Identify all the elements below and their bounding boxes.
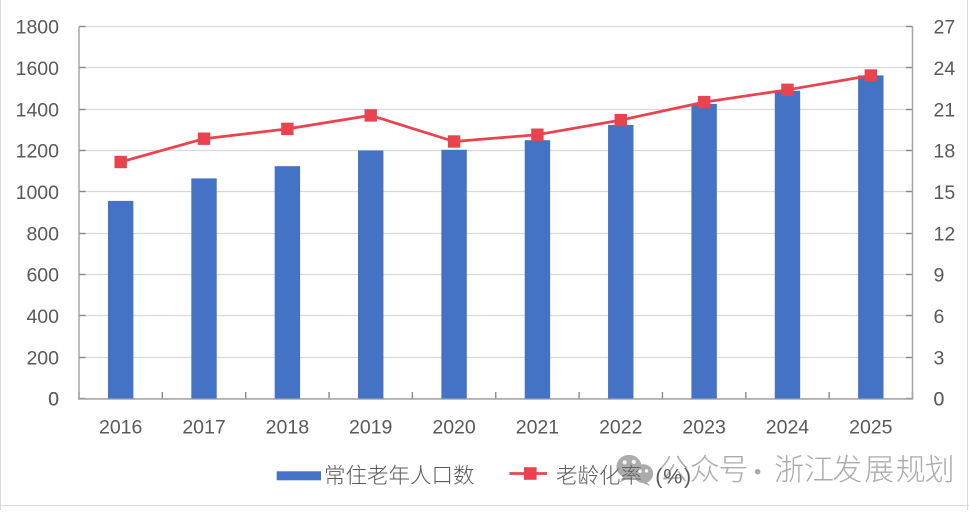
svg-text:0: 0 [934,389,945,411]
svg-text:12: 12 [934,223,956,245]
svg-text:21: 21 [934,99,956,121]
svg-text:2018: 2018 [266,417,309,439]
svg-text:浙江发展规划: 浙江发展规划 [774,445,954,489]
svg-text:1000: 1000 [16,182,60,204]
svg-text:9: 9 [934,265,945,287]
svg-text:2022: 2022 [599,417,642,439]
svg-text:3: 3 [934,347,945,369]
svg-text:2017: 2017 [182,417,225,439]
svg-text:2020: 2020 [432,417,476,439]
svg-text:(%): (%) [655,464,691,488]
svg-text:6: 6 [934,306,945,328]
svg-text:0: 0 [48,389,59,411]
svg-text:400: 400 [26,306,59,328]
svg-text:27: 27 [934,17,956,39]
svg-text:1400: 1400 [16,99,60,121]
svg-text:2019: 2019 [349,417,392,439]
svg-text:1600: 1600 [16,58,60,80]
svg-text:800: 800 [26,223,59,245]
svg-text:2016: 2016 [99,417,142,439]
svg-text:18: 18 [934,141,956,163]
svg-text:公众号: 公众号 [659,445,749,489]
svg-text:0: 0 [48,389,59,411]
svg-text:1200: 1200 [16,141,60,163]
svg-text:2024: 2024 [766,417,810,439]
svg-text:常住老年人口数: 常住老年人口数 [324,459,475,490]
svg-text:200: 200 [26,347,59,369]
svg-text:1800: 1800 [16,17,60,39]
svg-text:600: 600 [26,265,59,287]
svg-text:2025: 2025 [849,417,893,439]
svg-text:24: 24 [934,58,956,80]
svg-text:2021: 2021 [516,417,559,439]
svg-text:2023: 2023 [682,417,725,439]
svg-text:0: 0 [934,389,945,411]
svg-text:15: 15 [934,182,956,204]
